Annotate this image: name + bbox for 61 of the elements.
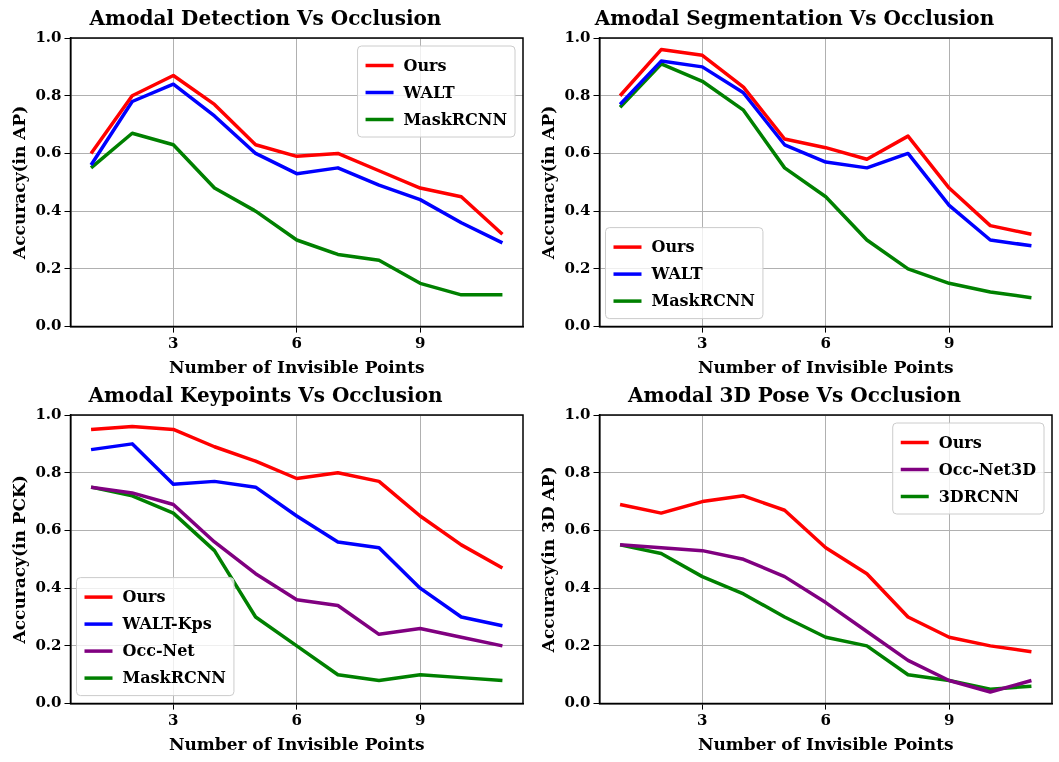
- y-tick-label: 0.6: [564, 520, 591, 539]
- y-tick-label: 0.6: [564, 143, 591, 162]
- y-tick-label: 1.0: [35, 404, 62, 423]
- y-axis-title: Accuracy(in 3D AP): [537, 466, 558, 654]
- y-tick-label: 0.0: [564, 316, 591, 335]
- x-tick-label: 6: [291, 334, 302, 353]
- y-tick-label: 1.0: [564, 404, 591, 423]
- y-tick-label: 0.2: [564, 258, 591, 277]
- y-axis-title: Accuracy(in PCK): [8, 475, 29, 645]
- x-axis-title: Number of Invisible Points: [697, 734, 954, 755]
- y-tick-label: 0.8: [35, 462, 62, 481]
- y-axis-title: Accuracy(in AP): [8, 105, 29, 260]
- legend-label: Occ-Net3D: [938, 459, 1037, 479]
- x-axis-title: Number of Invisible Points: [168, 357, 425, 378]
- y-tick-label: 1.0: [35, 27, 62, 46]
- y-tick-label: 0.4: [35, 578, 62, 597]
- x-tick-label: 9: [414, 711, 426, 730]
- chart-title: Amodal Keypoints Vs Occlusion: [87, 383, 444, 408]
- y-tick-label: 0.8: [35, 85, 62, 104]
- x-tick-label: 3: [697, 711, 708, 730]
- y-tick-label: 0.0: [35, 316, 62, 335]
- x-axis-title: Number of Invisible Points: [168, 734, 425, 755]
- chart-title: Amodal Detection Vs Occlusion: [88, 6, 442, 31]
- x-tick-label: 6: [820, 711, 831, 730]
- x-tick-label: 3: [168, 334, 179, 353]
- y-tick-label: 1.0: [564, 27, 591, 46]
- legend-label: Ours: [403, 55, 447, 75]
- x-axis-title: Number of Invisible Points: [697, 357, 954, 378]
- legend-label: MaskRCNN: [651, 291, 755, 311]
- y-axis-title: Accuracy(in AP): [537, 105, 558, 260]
- y-tick-label: 0.8: [564, 462, 591, 481]
- y-tick-label: 0.6: [35, 143, 62, 162]
- x-tick-label: 9: [943, 334, 955, 353]
- legend-label: MaskRCNN: [122, 668, 226, 688]
- chart-title: Amodal 3D Pose Vs Occlusion: [627, 383, 962, 408]
- y-tick-label: 0.2: [564, 635, 591, 654]
- y-tick-label: 0.6: [35, 520, 62, 539]
- y-tick-label: 0.2: [35, 258, 62, 277]
- legend-label: WALT: [650, 264, 703, 284]
- legend-label: Ours: [938, 432, 982, 452]
- y-tick-label: 0.4: [35, 201, 62, 220]
- legend-label: WALT-Kps: [121, 614, 212, 634]
- y-tick-label: 0.0: [564, 693, 591, 712]
- y-tick-label: 0.4: [564, 201, 591, 220]
- y-tick-label: 0.0: [35, 693, 62, 712]
- legend-label: MaskRCNN: [403, 109, 507, 129]
- x-tick-label: 3: [697, 334, 708, 353]
- chart-title: Amodal Segmentation Vs Occlusion: [593, 6, 995, 31]
- x-tick-label: 9: [414, 334, 426, 353]
- x-tick-label: 6: [820, 334, 831, 353]
- y-tick-label: 0.8: [564, 85, 591, 104]
- x-tick-label: 3: [168, 711, 179, 730]
- legend-label: Ours: [122, 587, 166, 607]
- x-tick-label: 9: [943, 711, 955, 730]
- y-tick-label: 0.2: [35, 635, 62, 654]
- y-tick-label: 0.4: [564, 578, 591, 597]
- legend-label: 3DRCNN: [938, 486, 1020, 506]
- legend-label: Occ-Net: [122, 641, 196, 661]
- legend-label: WALT: [402, 82, 455, 102]
- x-tick-label: 6: [291, 711, 302, 730]
- legend-label: Ours: [651, 237, 695, 257]
